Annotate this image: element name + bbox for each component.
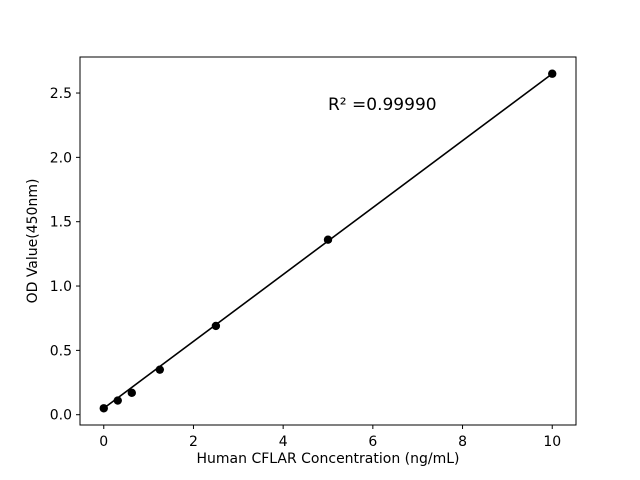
y-tick-label: 0.5 xyxy=(50,343,72,359)
data-point xyxy=(127,388,136,398)
data-point xyxy=(99,404,108,413)
data-point xyxy=(323,235,333,244)
x-tick-label: 2 xyxy=(189,434,198,450)
x-tick-label: 0 xyxy=(99,434,108,450)
y-tick-label: 1.0 xyxy=(50,279,72,295)
x-tick-label: 4 xyxy=(279,434,288,450)
y-tick-label: 2.5 xyxy=(50,86,72,102)
y-axis-label: OD Value(450nm) xyxy=(25,178,41,304)
x-axis-label: Human CFLAR Concentration (ng/mL) xyxy=(196,451,460,467)
x-tick-label: 10 xyxy=(543,434,561,450)
data-point xyxy=(113,396,122,405)
y-tick-label: 2.0 xyxy=(50,150,72,166)
data-point xyxy=(211,321,221,331)
r-squared-annotation: R² =0.99990 xyxy=(328,94,437,115)
plot-border xyxy=(79,56,577,426)
y-tick-label: 1.5 xyxy=(50,215,72,231)
data-point xyxy=(548,69,557,78)
x-tick-label: 8 xyxy=(458,434,467,450)
data-point xyxy=(155,365,165,374)
x-tick-label: 6 xyxy=(368,434,377,450)
y-tick-label: 0.0 xyxy=(50,408,72,424)
